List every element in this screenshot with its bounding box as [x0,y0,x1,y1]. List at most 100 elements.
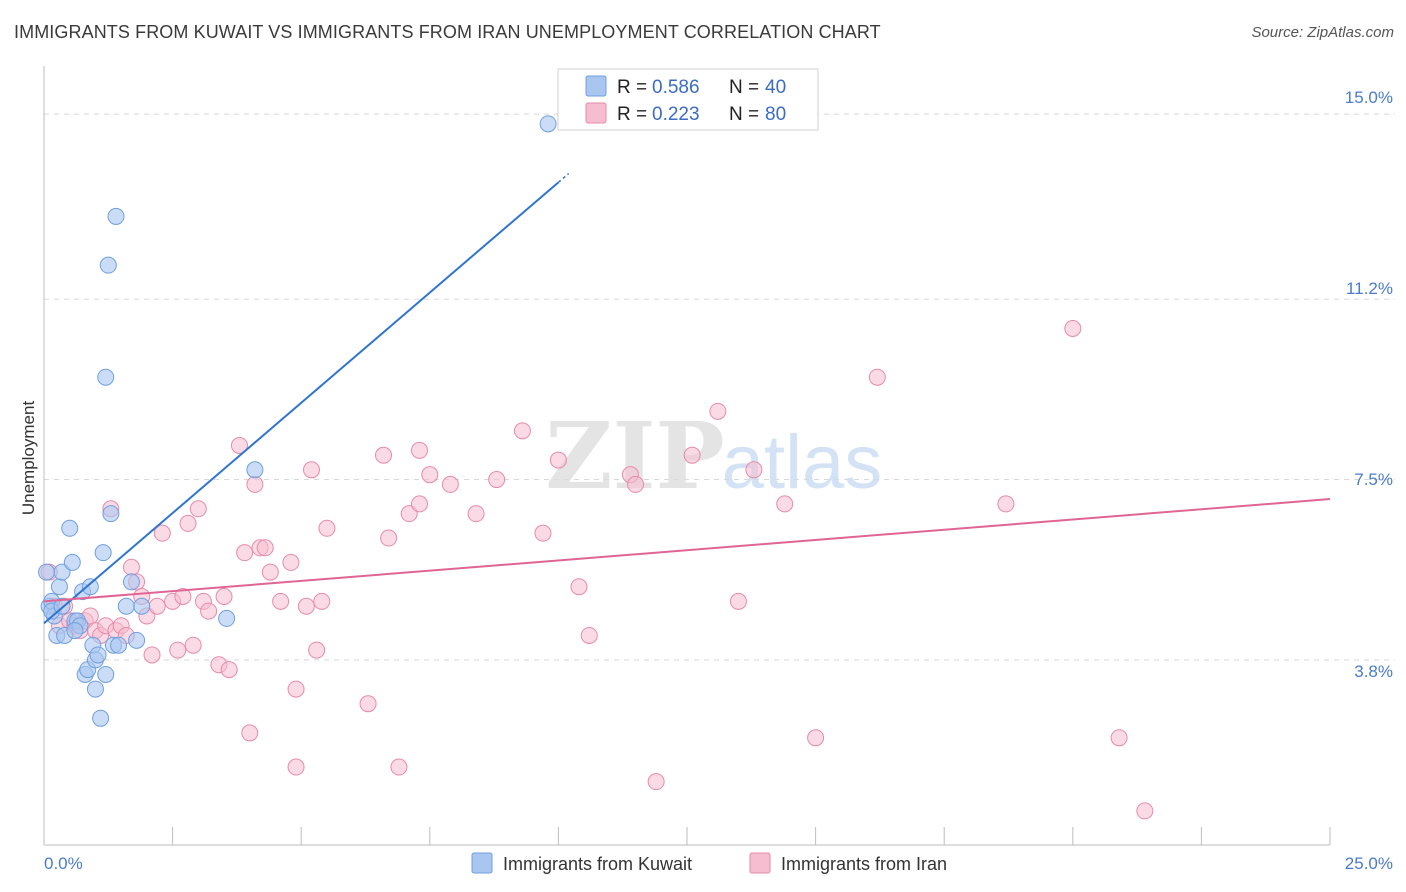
bottom-legend-swatch-kuwait [471,852,493,874]
kuwait-point [89,646,107,664]
iran-point [241,724,259,742]
kuwait-point [50,578,68,596]
iran-point [488,471,506,489]
kuwait-point [38,563,56,581]
iran-point [200,602,218,620]
kuwait-point [218,609,236,627]
correlation-legend: R = 0.586 N = 40 R = 0.223 N = 80 [557,68,819,131]
kuwait-point [133,597,151,615]
kuwait-trend-extension [557,172,570,183]
kuwait-point [117,597,135,615]
kuwait-point [102,505,120,523]
chart-title: IMMIGRANTS FROM KUWAIT VS IMMIGRANTS FRO… [14,22,881,42]
bottom-legend-iran: Immigrants from Iran [781,854,947,874]
legend-n-label: N = [729,104,759,125]
legend-r-value: 0.223 [652,104,700,125]
iran-point [174,587,192,605]
iran-point [308,641,326,659]
kuwait-point [81,578,99,596]
iran-point [1136,802,1154,820]
iran-point [287,680,305,698]
legend-swatch-kuwait [585,75,607,97]
iran-point [400,505,418,523]
iran-point [534,524,552,542]
iran-point [246,475,264,493]
iran-point [729,592,747,610]
iran-point [318,519,336,537]
kuwait-point [94,544,112,562]
source-label: Source: ZipAtlas.com [1251,24,1394,41]
axes [43,66,1331,846]
iran-point [220,661,238,679]
iran-point [1110,729,1128,747]
iran-point [302,461,320,479]
iran-point [215,587,233,605]
kuwait-points [38,115,557,727]
kuwait-point [97,665,115,683]
iran-point [997,495,1015,513]
iran-point [148,597,166,615]
iran-points [40,320,1154,820]
kuwait-point [122,573,140,591]
iran-point [189,500,207,518]
legend-r-label: R = [617,77,647,98]
kuwait-point [86,680,104,698]
kuwait-point [99,256,117,274]
bottom-legend-swatch-iran [749,852,771,874]
trend-lines [43,172,1331,625]
iran-point [1064,320,1082,338]
iran-point [411,441,429,459]
iran-point [467,505,485,523]
iran-point [122,558,140,576]
legend-r-label: R = [617,104,647,125]
iran-point [297,597,315,615]
x-tick-label-max: 25.0% [1345,854,1393,873]
legend-n-value: 40 [765,77,786,98]
watermark-atlas: atlas [722,420,883,505]
kuwait-point [107,207,125,225]
kuwait-point [97,368,115,386]
iran-point [282,553,300,571]
iran-point [421,466,439,484]
kuwait-point [61,519,79,537]
kuwait-point [539,115,557,133]
iran-point [256,539,274,557]
iran-point [549,451,567,469]
iran-point [683,446,701,464]
y-axis-label: Unemployment [19,401,38,516]
gridlines [44,113,1395,661]
y-tick-label: 7.5% [1354,470,1393,489]
iran-point [272,592,290,610]
series-legend: Immigrants from Kuwait Immigrants from I… [471,852,947,874]
legend-swatch-iran [585,102,607,124]
iran-point [745,461,763,479]
legend-n-value: 80 [765,104,786,125]
iran-point [169,641,187,659]
x-tick-label-min: 0.0% [44,854,83,873]
iran-point [441,475,459,493]
kuwait-point [92,709,110,727]
iran-point [570,578,588,596]
iran-point [261,563,279,581]
iran-point [287,758,305,776]
y-tick-label: 15.0% [1345,88,1393,107]
kuwait-point [53,563,71,581]
iran-point [313,592,331,610]
iran-point [627,475,645,493]
iran-point [390,758,408,776]
iran-point [580,626,598,644]
kuwait-point [110,636,128,654]
y-tick-label: 11.2% [1346,279,1393,298]
iran-trend-line [43,498,1331,603]
kuwait-point [246,461,264,479]
iran-point [776,495,794,513]
bottom-legend-kuwait: Immigrants from Kuwait [503,854,692,874]
iran-point [375,446,393,464]
kuwait-point [66,622,84,640]
iran-point [709,402,727,420]
legend-r-value: 0.586 [652,77,700,98]
iran-point [380,529,398,547]
kuwait-point [128,631,146,649]
iran-point [411,495,429,513]
